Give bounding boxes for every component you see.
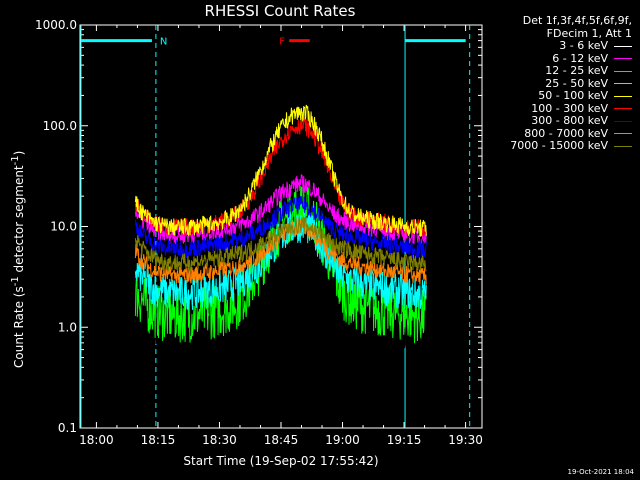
x-axis-label: Start Time (19-Sep-02 17:55:42)	[183, 454, 379, 468]
legend-entry: 300 - 800 keV	[472, 114, 632, 128]
legend-entry: 7000 - 15000 keV	[472, 139, 632, 153]
legend-entry-label: 12 - 25 keV	[545, 64, 608, 77]
legend-entry-swatch	[614, 83, 632, 85]
legend-entry-label: 25 - 50 keV	[545, 76, 608, 90]
y-axis-label: Count Rate (s-1 detector segment-1)	[10, 150, 26, 368]
legend-entry-swatch	[614, 45, 632, 47]
attenuator-label: N	[160, 37, 167, 48]
legend-entry: 12 - 25 keV	[472, 64, 632, 78]
legend-entry-swatch	[614, 145, 632, 147]
y-tick-label: 1000.0	[35, 18, 77, 32]
legend-entry: 50 - 100 keV	[472, 89, 632, 103]
legend-header-line-2: FDecim 1, Att 1	[546, 27, 632, 40]
legend-entry-label: 6 - 12 keV	[552, 51, 608, 65]
y-tick-label: 10.0	[50, 220, 77, 234]
legend-entry: 6 - 12 keV	[472, 51, 632, 66]
legend-entry-swatch	[614, 108, 632, 110]
flare-label: F	[279, 37, 285, 48]
legend-entry: 25 - 50 keV	[472, 76, 632, 91]
legend-entry-label: 3 - 6 keV	[559, 39, 608, 52]
series-line	[134, 185, 427, 344]
y-tick-label: 0.1	[58, 421, 77, 435]
legend-entry-swatch	[614, 58, 632, 60]
x-tick-label: 18:30	[202, 433, 237, 447]
legend-entry-label: 50 - 100 keV	[538, 89, 608, 102]
legend-entry-swatch	[614, 95, 632, 97]
legend-entry: 800 - 7000 keV	[472, 126, 632, 141]
legend-entry-swatch	[614, 120, 632, 122]
x-tick-label: 19:15	[387, 433, 422, 447]
x-tick-label: 18:00	[79, 433, 114, 447]
y-tick-label: 1.0	[58, 320, 77, 334]
legend-entry-swatch	[614, 70, 632, 72]
x-tick-label: 18:45	[264, 433, 299, 447]
legend-entry-label: 800 - 7000 keV	[524, 126, 608, 140]
legend-entry: 100 - 300 keV	[472, 101, 632, 116]
x-tick-label: 18:15	[141, 433, 176, 447]
legend-entry-label: 100 - 300 keV	[531, 101, 608, 115]
y-tick-label: 100.0	[43, 119, 77, 133]
series-line	[134, 215, 427, 272]
legend-entry-swatch	[614, 133, 632, 135]
timestamp: 19-Oct-2021 18:04	[567, 468, 634, 476]
series-line	[134, 196, 427, 259]
legend: Det 1f,3f,4f,5f,6f,9f, FDecim 1, Att 1 3…	[472, 14, 632, 153]
legend-entry-label: 300 - 800 keV	[531, 114, 608, 127]
legend-entry: 3 - 6 keV	[472, 39, 632, 53]
legend-header-line-1: Det 1f,3f,4f,5f,6f,9f,	[522, 14, 632, 27]
chart-title: RHESSI Count Rates	[204, 2, 356, 20]
x-tick-label: 19:30	[448, 433, 483, 447]
x-tick-label: 19:00	[325, 433, 360, 447]
series-line	[134, 104, 427, 238]
legend-entry-label: 7000 - 15000 keV	[510, 139, 608, 152]
